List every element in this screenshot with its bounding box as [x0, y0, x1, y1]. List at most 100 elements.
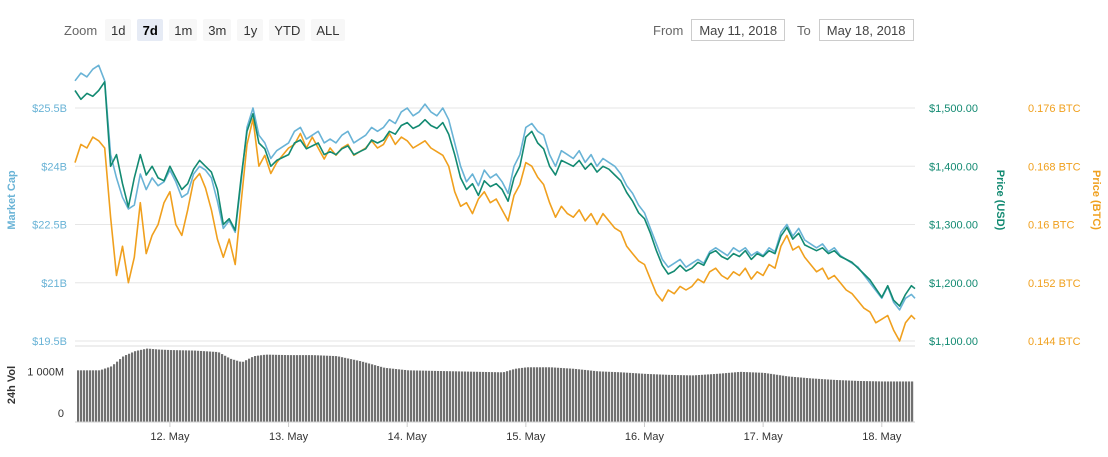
to-date-input[interactable]: May 18, 2018 — [818, 19, 914, 41]
market-cap-tick-label: $19.5B — [32, 336, 67, 348]
volume-bar — [329, 355, 332, 422]
volume-bar — [791, 376, 794, 422]
volume-bar — [116, 361, 119, 422]
volume-bar — [212, 351, 215, 422]
market-cap-line — [74, 64, 916, 311]
volume-bar — [80, 370, 83, 422]
volume-bar — [287, 355, 290, 422]
volume-bar — [557, 367, 560, 422]
volume-bar — [482, 371, 485, 422]
volume-bar — [191, 350, 194, 422]
volume-bar — [635, 373, 638, 422]
volume-bar — [425, 370, 428, 422]
volume-bar — [602, 371, 605, 422]
zoom-1y-button[interactable]: 1y — [237, 19, 264, 41]
volume-bar — [833, 379, 836, 422]
volume-bar — [221, 354, 224, 422]
from-date-input[interactable]: May 11, 2018 — [691, 19, 786, 41]
volume-bar — [305, 355, 308, 422]
volume-bar — [800, 377, 803, 422]
volume-bar — [758, 372, 761, 422]
volume-bar — [134, 351, 137, 422]
volume-bar — [299, 355, 302, 422]
volume-bar — [788, 376, 791, 422]
volume-bar — [899, 381, 902, 422]
volume-bar — [170, 350, 173, 422]
zoom-all-button[interactable]: ALL — [311, 19, 345, 41]
volume-bar — [491, 372, 494, 422]
volume-bar — [701, 374, 704, 422]
volume-bar — [881, 381, 884, 422]
market-cap-tick-label: $25.5B — [32, 103, 67, 115]
volume-bar — [692, 375, 695, 422]
volume-tick-label: 0 — [58, 408, 64, 420]
volume-bar — [764, 372, 767, 422]
price-usd-tick-label: $1,500.00 — [929, 103, 978, 115]
volume-bar — [554, 367, 557, 422]
volume-bar — [677, 375, 680, 422]
volume-bar — [500, 372, 503, 422]
volume-bar — [89, 370, 92, 422]
volume-bar — [365, 362, 368, 422]
zoom-1m-button[interactable]: 1m — [169, 19, 198, 41]
to-label: To — [797, 22, 811, 38]
volume-bar — [740, 371, 743, 422]
volume-bar — [107, 367, 110, 422]
zoom-toolbar: Zoom 1d 7d 1m 3m 1y YTD ALL — [64, 18, 345, 42]
volume-bar — [551, 367, 554, 422]
volume-bar — [887, 381, 890, 422]
volume-bar — [449, 371, 452, 422]
price-btc-line — [74, 118, 916, 342]
volume-bar — [632, 373, 635, 422]
volume-bar — [194, 350, 197, 422]
volume-bar — [188, 350, 191, 422]
volume-bar — [776, 374, 779, 422]
volume-bar — [386, 368, 389, 422]
volume-bar — [119, 359, 122, 422]
volume-bar — [395, 369, 398, 422]
price-usd-axis-title: Price (USD) — [994, 170, 1006, 231]
price-usd-tick-label: $1,300.00 — [929, 220, 978, 232]
volume-bar — [239, 361, 242, 422]
volume-bar — [158, 349, 161, 422]
zoom-3m-button[interactable]: 3m — [203, 19, 232, 41]
x-tick-label: 13. May — [269, 431, 309, 443]
from-label: From — [653, 22, 684, 38]
axis-labels: $19.5B $1,100.00 0.144 BTC $21B $1,200.00 0.1… — [27, 103, 1080, 443]
volume-bar — [683, 375, 686, 422]
volume-bar — [278, 354, 281, 422]
volume-bar — [467, 371, 470, 422]
volume-bar — [401, 369, 404, 422]
volume-bar — [176, 350, 179, 422]
volume-bar — [842, 380, 845, 422]
volume-bar — [125, 355, 128, 422]
price-btc-tick-label: 0.176 BTC — [1028, 103, 1081, 115]
zoom-ytd-button[interactable]: YTD — [269, 19, 306, 41]
volume-bar — [605, 371, 608, 422]
volume-bar — [200, 350, 203, 422]
volume-bar — [770, 373, 773, 422]
volume-bar — [77, 370, 80, 422]
volume-bar — [413, 370, 416, 422]
volume-bar — [161, 349, 164, 422]
volume-bar — [767, 373, 770, 422]
volume-bar — [599, 371, 602, 422]
volume-bar — [533, 367, 536, 422]
volume-bar — [548, 367, 551, 422]
volume-bar — [293, 355, 296, 422]
volume-bar — [626, 372, 629, 422]
volume-bar — [485, 371, 488, 422]
zoom-1d-button[interactable]: 1d — [105, 19, 132, 41]
volume-bar — [539, 367, 542, 422]
range-from: From May 11, 2018 — [653, 18, 786, 42]
volume-bar — [185, 350, 188, 422]
volume-tick-label: 1 000M — [27, 366, 64, 378]
zoom-7d-button[interactable]: 7d — [137, 19, 164, 41]
volume-bar — [479, 371, 482, 422]
volume-bar — [458, 371, 461, 422]
volume-bar — [416, 370, 419, 422]
volume-bar — [704, 374, 707, 422]
volume-bar — [461, 371, 464, 422]
volume-bar — [644, 373, 647, 422]
volume-bar — [545, 367, 548, 422]
